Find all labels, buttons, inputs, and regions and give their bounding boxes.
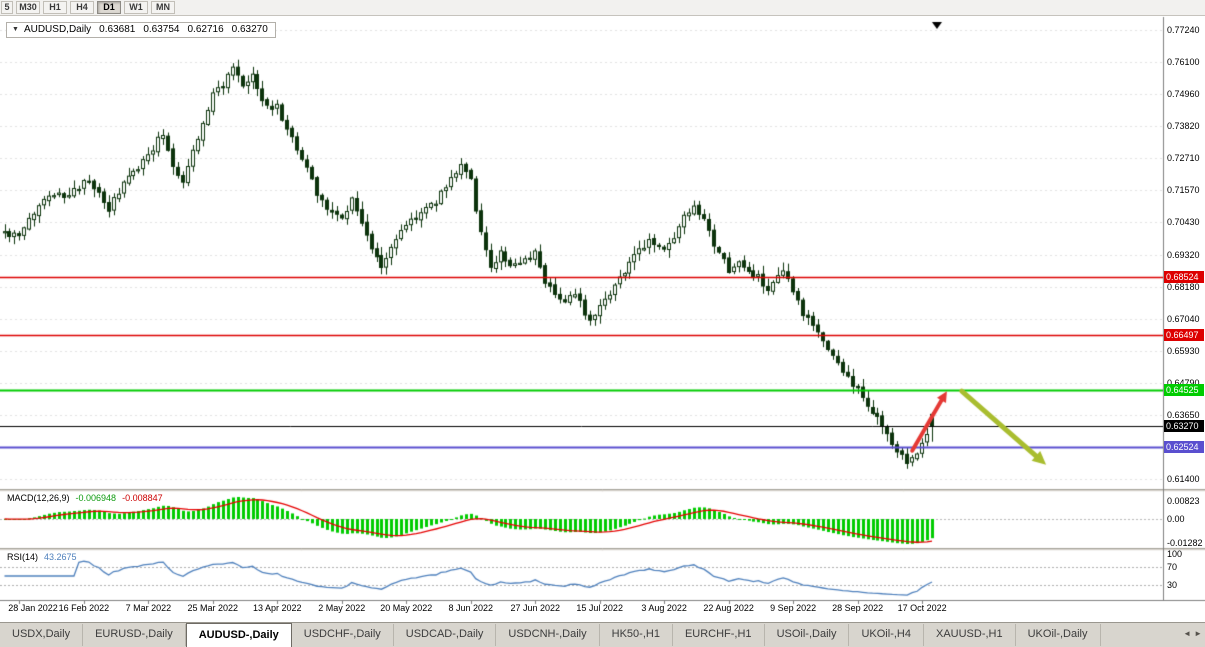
rsi-axis-tick: 70: [1167, 562, 1178, 573]
price-axis-tick: 0.73820: [1167, 121, 1200, 132]
price-axis-tick: 0.74960: [1167, 89, 1200, 100]
date-axis-tick: 28 Sep 2022: [832, 603, 884, 613]
date-axis-tick: 17 Oct 2022: [897, 603, 947, 613]
price-axis-tick: 0.68180: [1167, 281, 1200, 292]
price-axis-tick: 0.76100: [1167, 57, 1200, 68]
price-axis-tick: 0.71570: [1167, 185, 1200, 196]
price-axis-tick: 0.77240: [1167, 25, 1200, 35]
date-axis-tick: 7 Mar 2022: [125, 603, 172, 613]
chart-tab-usdchf-daily[interactable]: USDCHF-,Daily: [291, 624, 394, 646]
price-level-tag: 0.64525: [1164, 384, 1204, 397]
rsi-axis-tick: 30: [1167, 579, 1178, 590]
date-axis-tick: 15 Jul 2022: [576, 603, 623, 613]
macd-axis-tick: -0.01282: [1167, 538, 1203, 548]
period-button-w1[interactable]: W1: [124, 1, 148, 14]
quote-high: 0.63754: [143, 24, 180, 35]
quote-low: 0.62716: [187, 24, 224, 35]
period-button-5[interactable]: 5: [1, 1, 13, 14]
chart-tab-hk50-h1[interactable]: HK50-,H1: [599, 624, 673, 646]
tab-scroll-left-icon[interactable]: ◄: [1183, 629, 1192, 638]
date-axis-tick: 8 Jun 2022: [448, 603, 493, 613]
tab-scroll-right-icon[interactable]: ►: [1194, 629, 1202, 638]
chart-tab-bar: USDX,Daily EURUSD-,Daily AUDUSD-,Daily USDC…: [0, 622, 1205, 647]
date-axis-tick: 3 Aug 2022: [641, 603, 687, 613]
price-axis-tick: 0.72710: [1167, 153, 1200, 164]
date-axis-tick: 22 Aug 2022: [703, 603, 754, 613]
price-axis-tick: 0.69320: [1167, 249, 1200, 260]
date-axis-tick: 9 Sep 2022: [770, 603, 817, 613]
tab-scroll-buttons: ◄ ►: [1183, 628, 1202, 640]
macd-main-value: -0.006948: [75, 493, 117, 503]
period-button-h4[interactable]: H4: [70, 1, 94, 14]
chart-tab-xauusd-h1[interactable]: XAUUSD-,H1: [923, 624, 1016, 646]
quote-close: 0.63270: [231, 24, 268, 35]
date-axis-tick: 16 Feb 2022: [58, 603, 110, 613]
price-axis-tick: 0.67040: [1167, 313, 1200, 324]
date-axis-tick: 2 May 2022: [318, 603, 366, 613]
chart-symbol-label: AUDUSD,Daily: [23, 24, 92, 35]
price-level-tag: 0.62524: [1164, 441, 1204, 454]
period-button-d1[interactable]: D1: [97, 1, 121, 14]
price-axis-tick: 0.70430: [1167, 217, 1200, 228]
date-axis-tick: 27 Jun 2022: [510, 603, 560, 613]
one-click-trading-icon[interactable]: ▼: [12, 26, 19, 33]
chart-tab-audusd-daily[interactable]: AUDUSD-,Daily: [185, 623, 292, 647]
price-axis-tick: 0.65930: [1167, 345, 1200, 356]
date-axis-tick: 25 Mar 2022: [187, 603, 239, 613]
rsi-value: 43.2675: [44, 552, 77, 562]
chart-tab-eurusd-daily[interactable]: EURUSD-,Daily: [83, 624, 186, 646]
chart-tab-usoil-daily[interactable]: USOil-,Daily: [764, 624, 850, 646]
chart-ohlc-info: ▼ AUDUSD,Daily 0.63681 0.63754 0.62716 0…: [6, 22, 276, 38]
price-axis-tick: 0.63650: [1167, 409, 1200, 420]
chart-tab-ukoil-h4[interactable]: UKOil-,H4: [849, 624, 924, 646]
rsi-axis-tick: 100: [1167, 549, 1183, 559]
period-button-m30[interactable]: M30: [16, 1, 40, 14]
date-axis-tick: 13 Apr 2022: [253, 603, 302, 613]
price-axis-tick: 0.61400: [1167, 474, 1200, 484]
quote-open: 0.63681: [99, 24, 136, 35]
rsi-label: RSI(14): [7, 552, 39, 562]
price-level-tag: 0.68524: [1164, 271, 1204, 284]
macd-axis-tick: 0.00: [1167, 514, 1185, 524]
chart-tab-usdx-daily[interactable]: USDX,Daily: [0, 624, 84, 646]
chart-tab-usdcnh-daily[interactable]: USDCNH-,Daily: [496, 624, 600, 646]
macd-signal-value: -0.008847: [122, 493, 163, 503]
price-axis-tick: 0.64790: [1167, 377, 1200, 388]
period-button-h1[interactable]: H1: [43, 1, 67, 14]
rsi-indicator-info: RSI(14) 43.2675: [7, 552, 77, 562]
macd-label: MACD(12,26,9): [7, 493, 70, 503]
macd-indicator-info: MACD(12,26,9) -0.006948 -0.008847: [7, 493, 163, 503]
timeframe-toolbar: 5 M30 H1 H4 D1 W1 MN: [0, 0, 1205, 16]
period-button-mn[interactable]: MN: [151, 1, 175, 14]
date-axis-tick: 20 May 2022: [380, 603, 433, 613]
chart-tab-eurchf-h1[interactable]: EURCHF-,H1: [672, 624, 765, 646]
price-level-tag: 0.66497: [1164, 328, 1204, 341]
price-level-tag: 0.63270: [1164, 419, 1204, 432]
chart-tab-ukoil-daily[interactable]: UKOil-,Daily: [1015, 624, 1101, 646]
macd-axis-tick: 0.00823: [1167, 496, 1200, 506]
date-axis-tick: 28 Jan 2022: [8, 603, 58, 613]
chart-tab-usdcad-daily[interactable]: USDCAD-,Daily: [393, 624, 497, 646]
